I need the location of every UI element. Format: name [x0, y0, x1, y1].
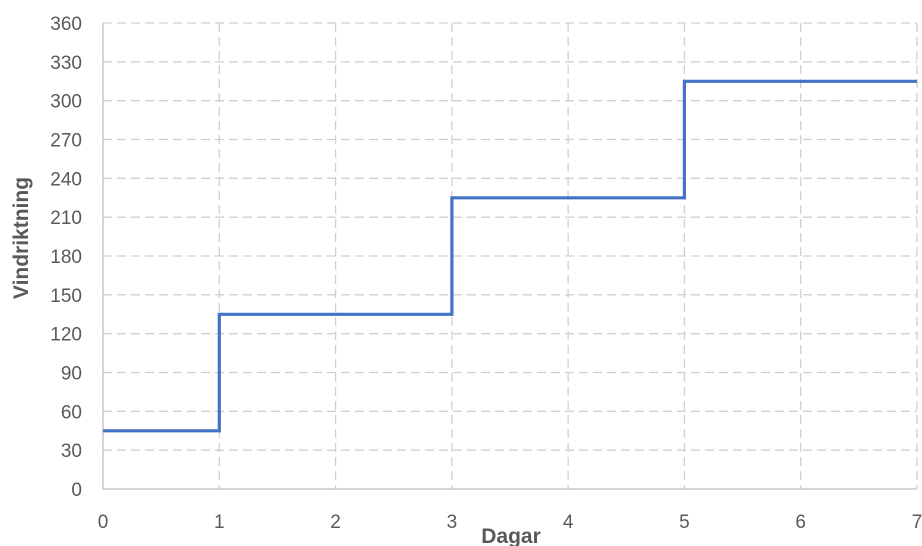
- y-tick-label: 360: [50, 14, 82, 35]
- x-tick-label: 4: [563, 512, 574, 533]
- x-tick-label: 6: [795, 512, 806, 533]
- grid: [103, 22, 918, 489]
- series-line: [103, 79, 917, 433]
- x-tick-label: 2: [330, 512, 341, 533]
- y-tick-label: 0: [71, 480, 82, 501]
- x-tick-label: 3: [447, 512, 458, 533]
- y-tick-label: 120: [50, 325, 82, 346]
- x-axis-title: Dagar: [481, 525, 541, 546]
- y-tick-label: 240: [50, 169, 82, 190]
- x-tick-label: 1: [214, 512, 225, 533]
- y-tick-label: 180: [50, 247, 82, 268]
- y-axis-title: Vindriktning: [10, 177, 33, 299]
- y-tick-label: 60: [61, 402, 82, 423]
- axes: [102, 23, 917, 490]
- y-tick-label: 30: [61, 441, 82, 462]
- y-tick-label: 210: [50, 208, 82, 229]
- y-tick-label: 90: [61, 364, 82, 385]
- x-tick-label: 0: [98, 512, 109, 533]
- y-tick-labels: 0 30 60 90 120 150 180 210 240 270 300 330 360: [50, 14, 82, 501]
- y-tick-label: 330: [50, 53, 82, 74]
- y-tick-label: 270: [50, 131, 82, 152]
- y-tick-label: 150: [50, 286, 82, 307]
- x-tick-label: 5: [679, 512, 690, 533]
- x-tick-labels: 0 1 2 3 4 5 6 7: [98, 512, 922, 533]
- x-tick-label: 7: [912, 512, 922, 533]
- series-layer: [103, 79, 917, 433]
- y-tick-label: 300: [50, 92, 82, 113]
